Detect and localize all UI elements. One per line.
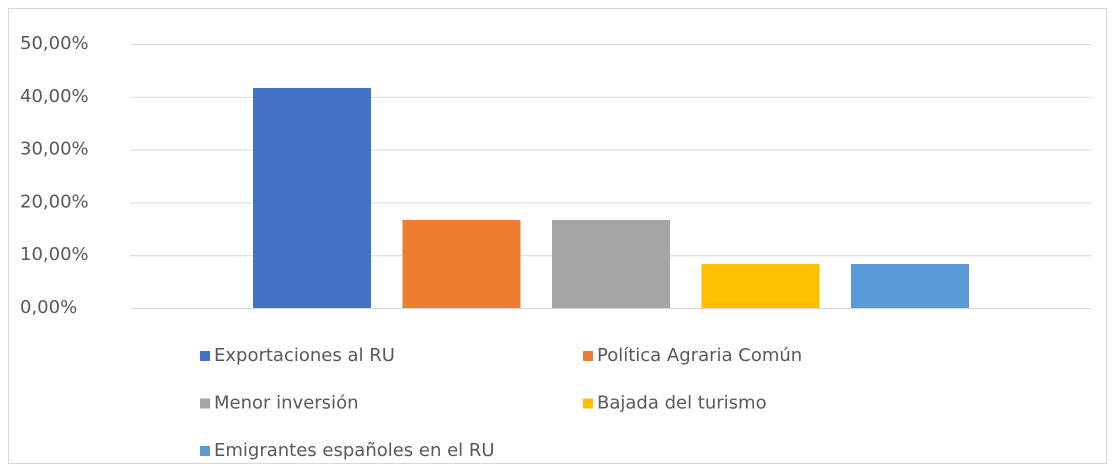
legend-label: Menor inversión <box>214 393 358 414</box>
bar <box>552 219 670 308</box>
y-tick-label: 0,00% <box>20 297 77 318</box>
bar <box>851 264 969 308</box>
legend-swatch <box>200 446 210 456</box>
y-tick-label: 50,00% <box>20 33 89 54</box>
bar <box>253 87 371 309</box>
y-tick-label: 10,00% <box>20 244 89 265</box>
legend-swatch <box>200 398 210 409</box>
y-tick-label: 30,00% <box>20 139 89 160</box>
legend-label: Política Agraria Común <box>597 345 802 366</box>
legend-label: Emigrantes españoles en el RU <box>214 440 495 461</box>
bar <box>701 264 820 308</box>
legend-swatch <box>583 351 593 361</box>
bar <box>402 219 521 308</box>
legend-label: Bajada del turismo <box>597 393 767 414</box>
legend-swatch <box>583 398 593 409</box>
y-tick-label: 40,00% <box>20 86 89 107</box>
legend-label: Exportaciones al RU <box>214 345 395 366</box>
legend-swatch <box>200 351 210 361</box>
y-tick-label: 20,00% <box>20 191 89 212</box>
